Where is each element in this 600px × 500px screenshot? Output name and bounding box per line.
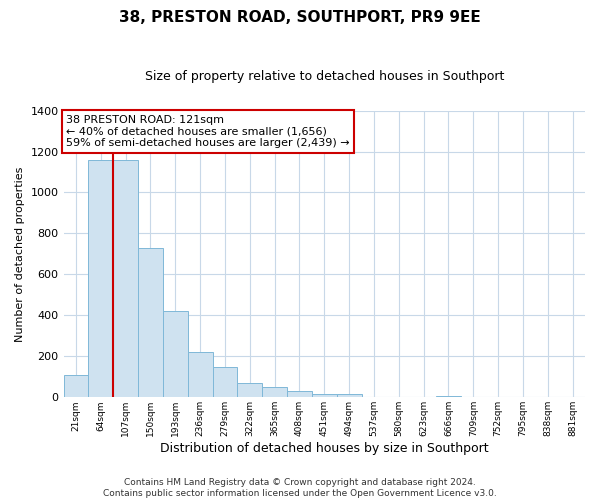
Bar [238, 382, 262, 398]
Title: Size of property relative to detached houses in Southport: Size of property relative to detached ho… [145, 70, 504, 83]
Bar [312, 394, 337, 398]
Text: 38, PRESTON ROAD, SOUTHPORT, PR9 9EE: 38, PRESTON ROAD, SOUTHPORT, PR9 9EE [119, 10, 481, 25]
Bar [64, 376, 88, 398]
Bar [138, 248, 163, 398]
Bar [212, 367, 238, 398]
X-axis label: Distribution of detached houses by size in Southport: Distribution of detached houses by size … [160, 442, 488, 455]
Bar [262, 387, 287, 398]
Text: Contains HM Land Registry data © Crown copyright and database right 2024.
Contai: Contains HM Land Registry data © Crown c… [103, 478, 497, 498]
Bar [113, 160, 138, 398]
Bar [436, 396, 461, 398]
Bar [88, 160, 113, 398]
Text: 38 PRESTON ROAD: 121sqm
← 40% of detached houses are smaller (1,656)
59% of semi: 38 PRESTON ROAD: 121sqm ← 40% of detache… [66, 115, 350, 148]
Bar [188, 352, 212, 398]
Y-axis label: Number of detached properties: Number of detached properties [15, 166, 25, 342]
Bar [163, 312, 188, 398]
Bar [337, 394, 362, 398]
Bar [287, 391, 312, 398]
